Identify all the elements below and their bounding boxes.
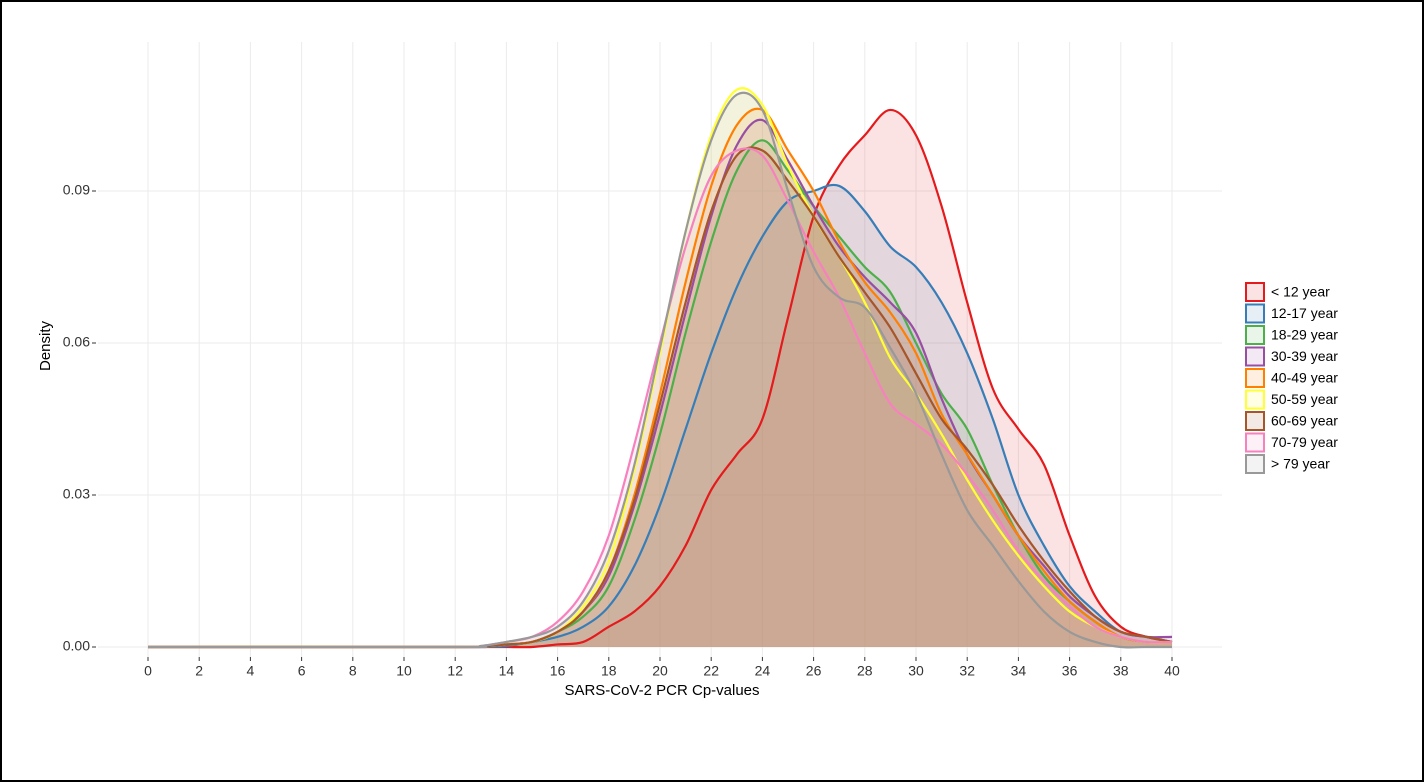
legend-label: < 12 year	[1271, 284, 1330, 300]
y-tick-label: 0.09	[63, 182, 90, 198]
x-tick-label: 18	[601, 663, 617, 679]
x-tick-label: 8	[349, 663, 357, 679]
density-area	[148, 147, 1172, 648]
density-area	[148, 109, 1172, 648]
density-area	[148, 119, 1172, 648]
density-area	[148, 184, 1172, 648]
x-tick-label: 36	[1062, 663, 1078, 679]
density-line	[147, 91, 1172, 649]
legend-label: 60-69 year	[1271, 413, 1338, 429]
x-tick-label: 30	[908, 663, 924, 679]
x-tick-label: 24	[755, 663, 771, 679]
x-tick-label: 22	[703, 663, 719, 679]
legend-swatch	[1245, 368, 1265, 388]
legend-label: 18-29 year	[1271, 327, 1338, 343]
density-area	[148, 92, 1172, 648]
density-area	[148, 140, 1172, 648]
legend-swatch	[1245, 411, 1265, 431]
x-tick-label: 32	[959, 663, 975, 679]
y-tick-label: 0.00	[63, 638, 90, 654]
x-tick-label: 16	[550, 663, 566, 679]
legend-label: 40-49 year	[1271, 370, 1338, 386]
y-tick-label: 0.06	[63, 334, 90, 350]
legend-swatch	[1245, 325, 1265, 345]
x-tick-label: 20	[652, 663, 668, 679]
density-line	[147, 146, 1173, 649]
x-tick-label: 12	[447, 663, 463, 679]
legend-swatch	[1245, 454, 1265, 474]
x-tick-label: 4	[247, 663, 255, 679]
x-tick-label: 28	[857, 663, 873, 679]
legend-label: 12-17 year	[1271, 305, 1338, 321]
x-tick-label: 34	[1011, 663, 1027, 679]
x-tick-label: 14	[499, 663, 515, 679]
legend-swatch	[1245, 346, 1265, 367]
x-tick-label: 26	[806, 663, 822, 679]
density-area	[148, 88, 1172, 648]
legend-swatch	[1245, 303, 1265, 324]
legend-label: 30-39 year	[1271, 348, 1338, 364]
legend-swatch	[1245, 432, 1265, 453]
density-area	[148, 108, 1172, 648]
density-line	[148, 108, 1173, 649]
x-tick-label: 38	[1113, 663, 1129, 679]
legend-swatch	[1245, 282, 1265, 302]
legend-label: 70-79 year	[1271, 434, 1338, 450]
x-tick-label: 2	[195, 663, 203, 679]
legend-label: 50-59 year	[1271, 391, 1338, 407]
y-tick-label: 0.03	[63, 486, 90, 502]
legend-swatch	[1245, 389, 1265, 410]
x-tick-label: 10	[396, 663, 412, 679]
legend-label: > 79 year	[1271, 456, 1330, 472]
y-axis-label: Density	[37, 320, 54, 371]
x-tick-label: 6	[298, 663, 306, 679]
x-tick-label: 40	[1164, 663, 1180, 679]
x-tick-label: 0	[144, 663, 152, 679]
x-axis-label: SARS-CoV-2 PCR Cp-values	[564, 682, 759, 699]
